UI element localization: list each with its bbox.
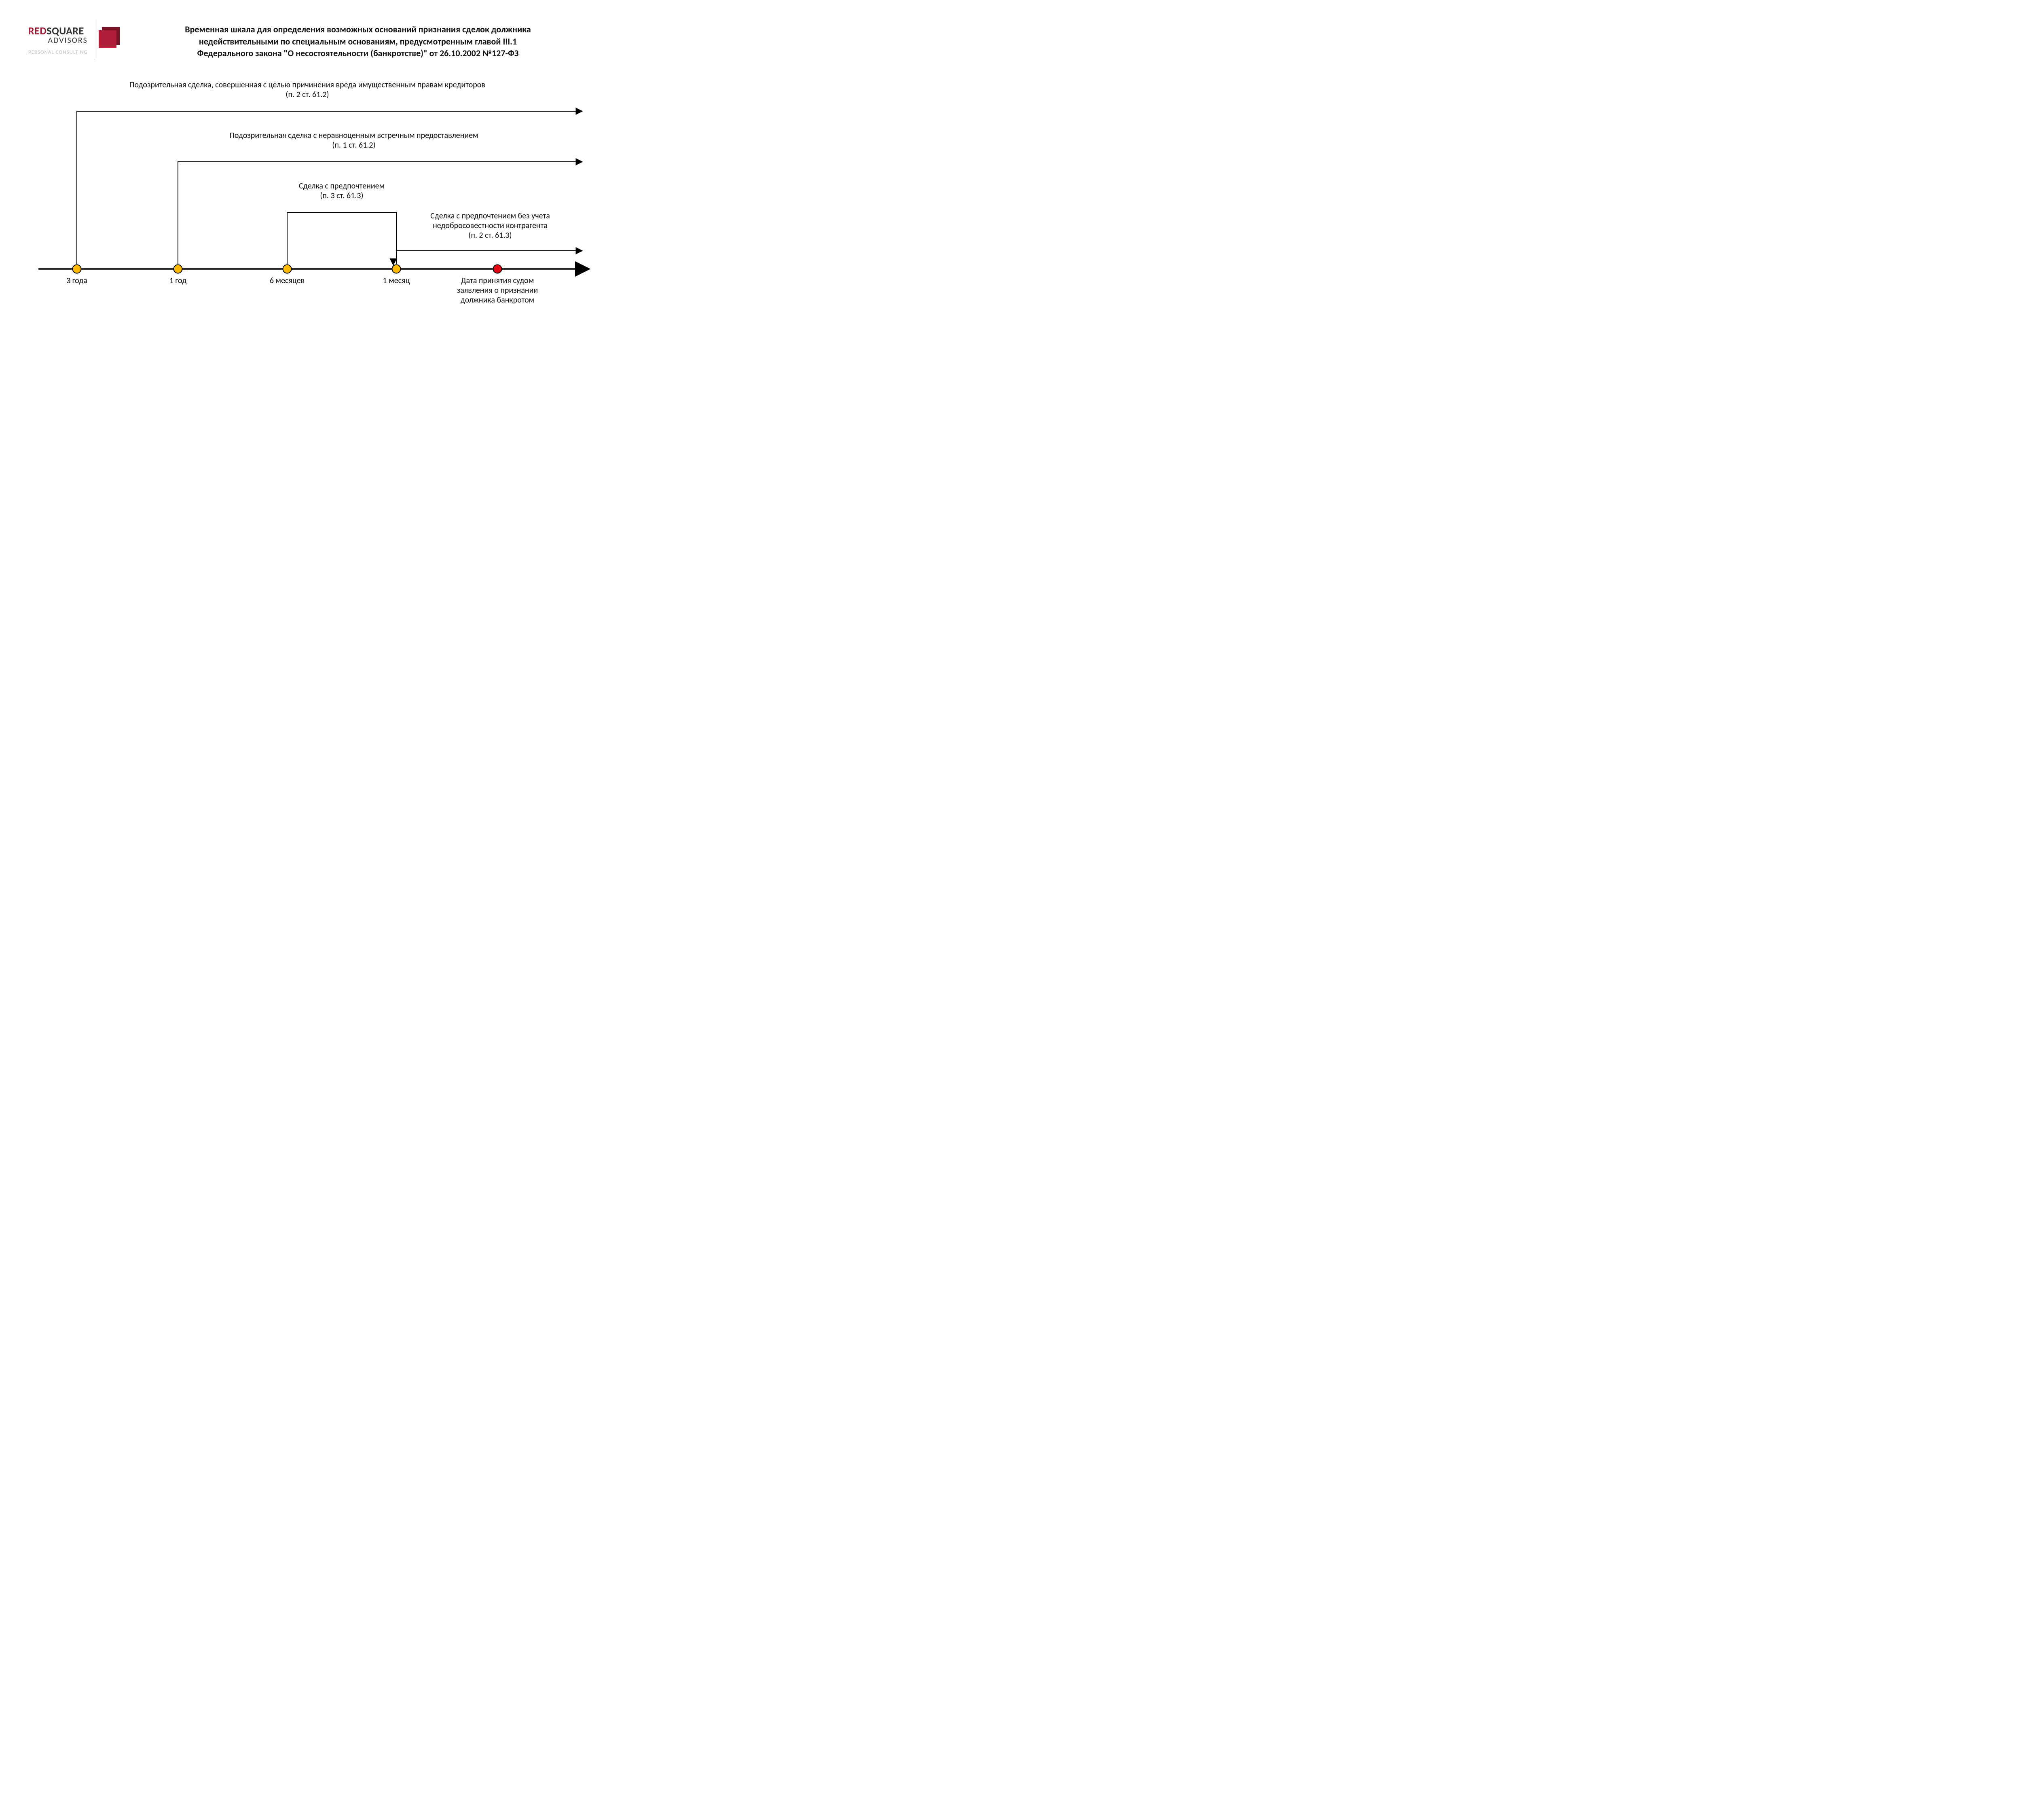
timeline-label-6m: 6 месяцев (270, 276, 305, 286)
timeline-point-3y (73, 265, 81, 273)
bracket-t4 (396, 251, 576, 264)
timeline-point-1m (392, 265, 401, 273)
timeline-point-6m (283, 265, 292, 273)
timeline-label-1m: 1 месяц (383, 276, 410, 286)
timeline-point-date (493, 265, 502, 273)
tier-label-t3_box: Сделка с предпочтением(п. 3 ст. 61.3) (299, 181, 385, 201)
timeline-label-1y: 1 год (169, 276, 187, 286)
tier-label-t1: Подозрительная сделка, совершенная с цел… (129, 80, 485, 99)
tier-label-t2: Подозрительная сделка с неравноценным вс… (230, 131, 478, 150)
tier-label-t4: Сделка с предпочтением без учетанедоброс… (430, 211, 550, 240)
bracket-t3_box (287, 212, 396, 264)
timeline-label-date: Дата принятия судомзаявления о признании… (457, 276, 538, 305)
timeline-point-1y (174, 265, 182, 273)
timeline-diagram: Подозрительная сделка, совершенная с цел… (0, 0, 607, 341)
timeline-label-3y: 3 года (66, 276, 87, 286)
